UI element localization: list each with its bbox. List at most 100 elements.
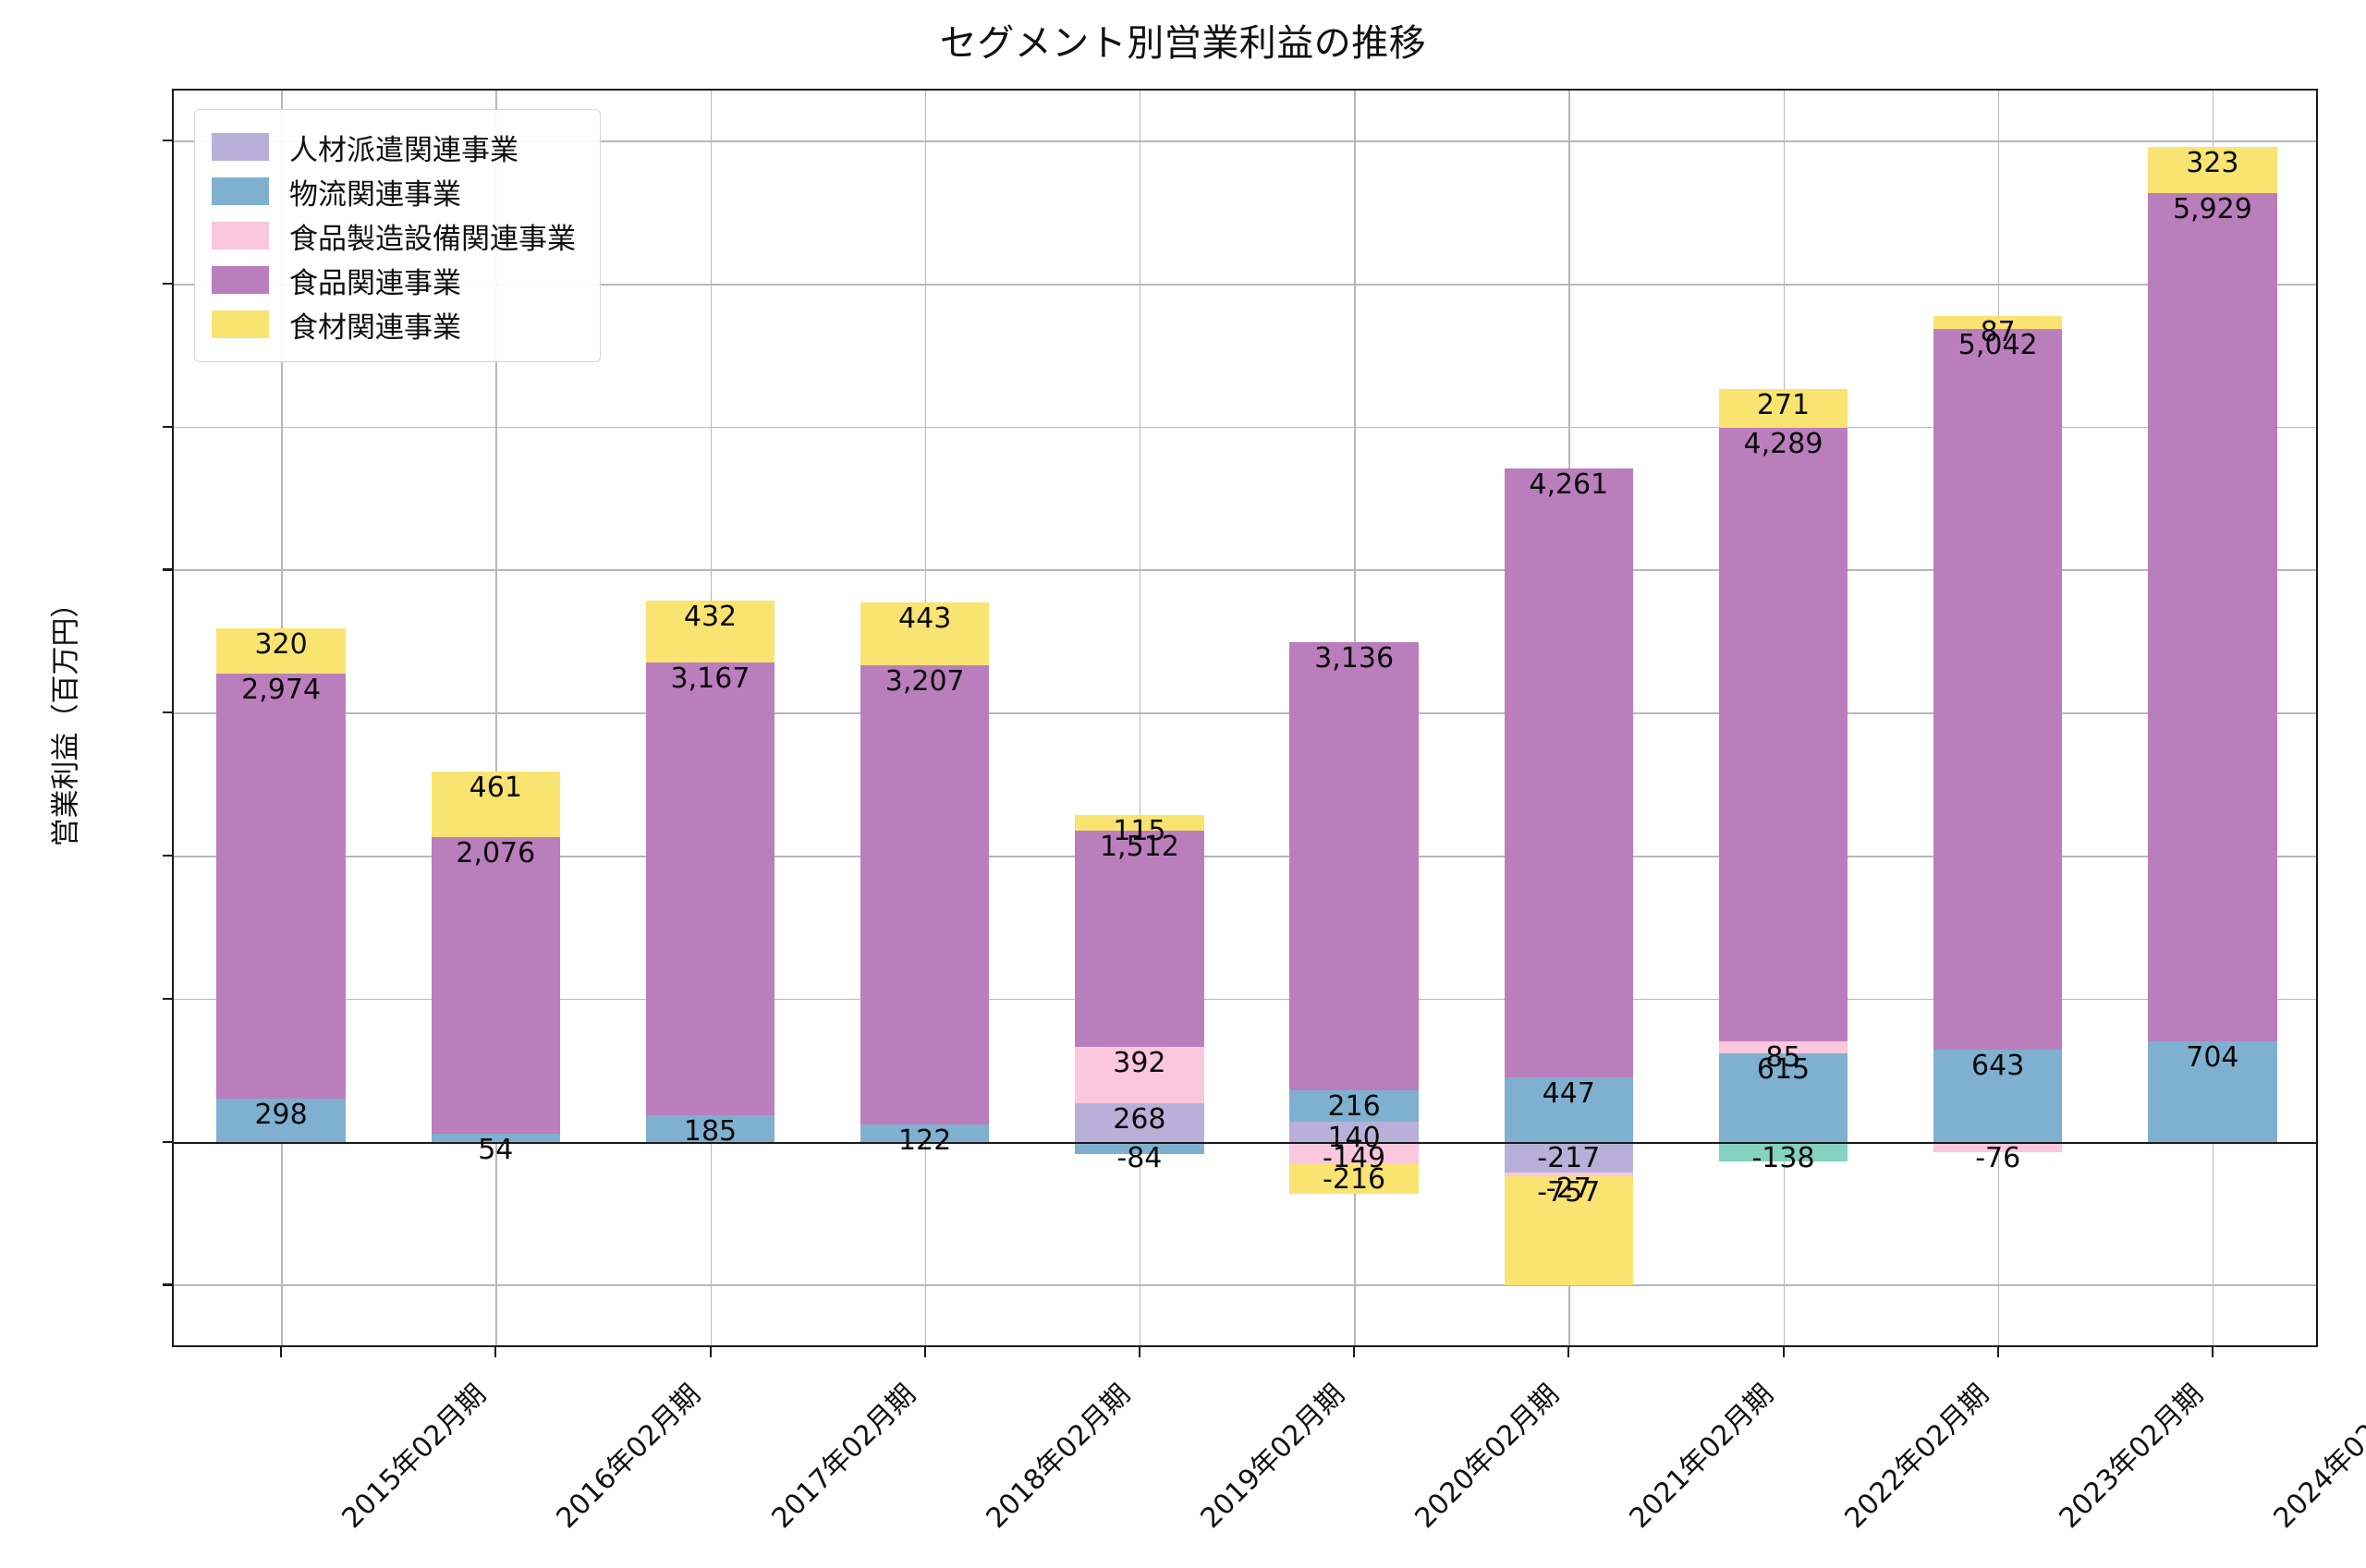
legend-color-swatch <box>212 133 269 161</box>
bar-segment[interactable] <box>1504 1141 1633 1173</box>
bar-segment[interactable] <box>1289 1141 1419 1163</box>
legend-item-label: 食品関連事業 <box>289 266 461 300</box>
x-axis-tick-label: 2024年02月期 <box>2267 1378 2366 1536</box>
bar-segment[interactable] <box>860 602 990 666</box>
legend-item[interactable]: 人材派遣関連事業 <box>212 125 576 169</box>
bar-segment[interactable] <box>1718 1141 1848 1161</box>
plot-area: 298 2,974 320 54 2,076 461 185 3,167 432 122 3,207… <box>50 89 2366 1535</box>
legend-color-swatch <box>212 222 269 249</box>
x-axis-tick-mark <box>1353 1345 1356 1357</box>
gridline-horizontal <box>174 712 2316 714</box>
y-axis-tick-mark <box>163 711 174 714</box>
bar-value-label: 3,207 <box>884 665 965 699</box>
bar-segment[interactable] <box>2148 192 2277 1041</box>
gridline-horizontal <box>174 998 2316 1001</box>
bar-value-label: 268 <box>1113 1103 1166 1136</box>
bar-segment[interactable] <box>1504 468 1633 1078</box>
legend-color-swatch <box>212 266 269 294</box>
gridline-vertical <box>495 91 497 1345</box>
x-axis-tick-mark <box>1996 1345 1999 1357</box>
legend-item-label: 物流関連事業 <box>289 177 461 212</box>
y-axis-tick-mark <box>163 855 174 857</box>
bar-segment[interactable] <box>216 627 346 675</box>
bar-segment[interactable] <box>1504 1077 1633 1142</box>
bar-segment[interactable] <box>1718 1041 1848 1054</box>
gridline-horizontal <box>174 283 2316 286</box>
bar-segment[interactable] <box>860 1124 990 1142</box>
bar-value-label: 85 <box>1765 1041 1801 1075</box>
bar-segment[interactable] <box>431 1134 560 1142</box>
bar-segment[interactable] <box>2148 1040 2277 1142</box>
bar-segment[interactable] <box>1289 1121 1419 1142</box>
bar-segment[interactable] <box>1933 316 2063 329</box>
bar-segment[interactable] <box>1933 1141 2063 1153</box>
bar-segment[interactable] <box>1933 1050 2063 1142</box>
bar-segment[interactable] <box>1075 1047 1204 1104</box>
bar-value-label: 140 <box>1327 1121 1381 1154</box>
bar-value-label: 2,974 <box>241 674 322 707</box>
gridline-horizontal <box>174 140 2316 142</box>
gridline-horizontal <box>174 569 2316 572</box>
bar-segment[interactable] <box>1718 389 1848 429</box>
bar-segment[interactable] <box>1718 1053 1848 1142</box>
y-axis-tick-mark <box>163 1283 174 1286</box>
bar-segment[interactable] <box>1075 1141 1204 1154</box>
bar-value-label: 320 <box>254 627 308 661</box>
x-axis-tick-mark <box>923 1345 926 1357</box>
bar-segment[interactable] <box>645 600 775 662</box>
legend-item-label: 食品製造設備関連事業 <box>289 222 576 256</box>
legend-color-swatch <box>212 177 269 205</box>
bar-segment[interactable] <box>1933 328 2063 1051</box>
bar-segment[interactable] <box>860 665 990 1124</box>
x-axis-tick-mark <box>494 1345 497 1357</box>
x-axis-tick-label: 2021年02月期 <box>1623 1378 1781 1536</box>
bar-value-label: 432 <box>683 600 738 633</box>
bar-value-label: 461 <box>469 771 522 804</box>
gridline-horizontal <box>174 856 2316 857</box>
bar-value-label: 4,289 <box>1743 428 1823 461</box>
y-axis-tick-mark <box>163 568 174 571</box>
bar-segment[interactable] <box>2148 146 2277 193</box>
bar-segment[interactable] <box>645 662 775 1115</box>
x-axis-tick-label: 2020年02月期 <box>1409 1378 1567 1536</box>
bar-segment[interactable] <box>1289 1090 1419 1122</box>
bar-segment[interactable] <box>216 1099 346 1142</box>
bar-segment[interactable] <box>1504 1173 1633 1177</box>
x-axis-tick-mark <box>709 1345 712 1357</box>
bar-value-label: -27 <box>1545 1173 1592 1206</box>
bar-segment[interactable] <box>1289 642 1419 1091</box>
legend-item[interactable]: 食材関連事業 <box>212 302 576 346</box>
bar-value-label: 392 <box>1113 1047 1166 1080</box>
bar-value-label: 298 <box>254 1099 308 1132</box>
bar-value-label: -757 <box>1537 1176 1601 1209</box>
x-axis-tick-label: 2023年02月期 <box>2053 1378 2210 1536</box>
legend-color-swatch <box>212 310 269 338</box>
bar-segment[interactable] <box>1075 831 1204 1048</box>
bar-segment[interactable] <box>645 1114 775 1142</box>
legend: 人材派遣関連事業物流関連事業食品製造設備関連事業 食品関連事業 食材関連事業 <box>194 109 601 362</box>
bar-value-label: 185 <box>683 1114 738 1148</box>
bar-segment[interactable] <box>431 836 560 1135</box>
bar-segment[interactable] <box>431 771 560 837</box>
bar-value-label: 643 <box>1971 1050 2025 1083</box>
plot-inner: 298 2,974 320 54 2,076 461 185 3,167 432 122 3,207… <box>174 91 2316 1345</box>
bar-value-label: 1,512 <box>1099 831 1179 864</box>
legend-item[interactable]: 食品製造設備関連事業 <box>212 213 576 258</box>
bar-segment[interactable] <box>1075 1103 1204 1142</box>
bar-segment[interactable] <box>1718 428 1848 1042</box>
x-axis-tick-label: 2022年02月期 <box>1838 1378 1995 1536</box>
bar-value-label: -149 <box>1323 1141 1386 1174</box>
bar-segment[interactable] <box>1289 1162 1419 1195</box>
gridline-horizontal <box>174 1284 2316 1286</box>
bar-segment[interactable] <box>1504 1176 1633 1285</box>
bar-value-label: 704 <box>2186 1040 2239 1074</box>
legend-item[interactable]: 食品関連事業 <box>212 258 576 302</box>
bar-segment[interactable] <box>1075 814 1204 832</box>
bar-segment[interactable] <box>216 674 346 1100</box>
gridline-vertical <box>1139 91 1141 1345</box>
bar-value-label: -217 <box>1537 1141 1601 1174</box>
bar-value-label: 443 <box>898 602 952 635</box>
legend-item[interactable]: 物流関連事業 <box>212 169 576 213</box>
bar-value-label: 115 <box>1113 814 1166 847</box>
bar-value-label: 3,136 <box>1314 642 1395 675</box>
